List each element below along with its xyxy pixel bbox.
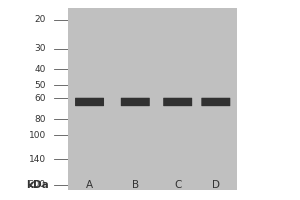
Text: 200: 200 (29, 180, 46, 189)
Text: 40: 40 (34, 65, 46, 74)
FancyBboxPatch shape (163, 98, 192, 106)
Text: 140: 140 (29, 155, 46, 164)
Text: B: B (132, 180, 139, 190)
Text: kDa: kDa (26, 180, 49, 190)
FancyBboxPatch shape (75, 98, 104, 106)
Text: D: D (212, 180, 220, 190)
Text: 50: 50 (34, 81, 46, 90)
FancyBboxPatch shape (121, 98, 150, 106)
Text: A: A (86, 180, 93, 190)
Text: 80: 80 (34, 115, 46, 124)
FancyBboxPatch shape (201, 98, 230, 106)
Text: C: C (174, 180, 182, 190)
Text: 30: 30 (34, 44, 46, 53)
Text: 20: 20 (34, 15, 46, 24)
Text: 100: 100 (29, 131, 46, 140)
Text: 60: 60 (34, 94, 46, 103)
